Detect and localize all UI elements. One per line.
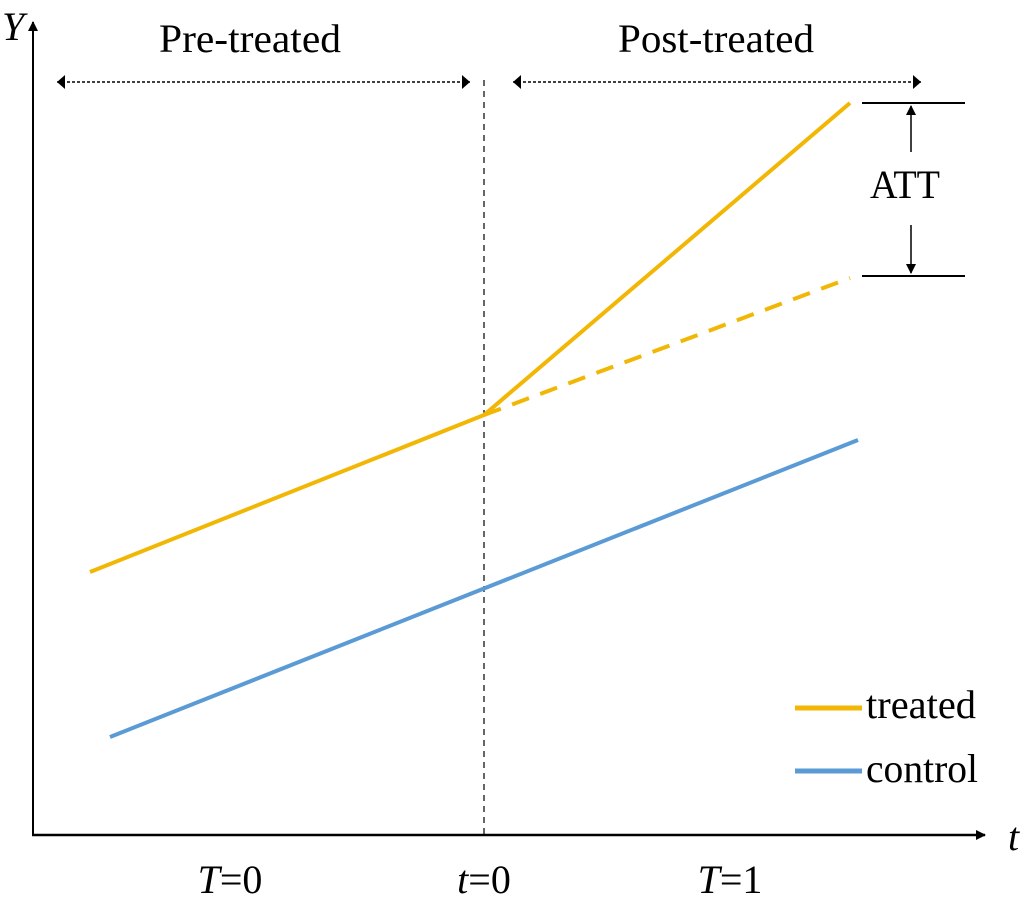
att-label: ATT: [870, 162, 940, 207]
x-axis-label: t: [1008, 814, 1020, 859]
y-axis-label: Y: [2, 4, 28, 49]
legend-treated-label: treated: [866, 682, 976, 727]
tick-treatment-time: t=0: [457, 857, 511, 902]
control-line: [109, 438, 859, 739]
legend: treated control: [795, 682, 978, 791]
tick-post-period: T=1: [698, 857, 763, 902]
treated-line: [89, 101, 852, 574]
pre-period-label: Pre-treated: [159, 16, 341, 61]
treated-counterfactual-line: [483, 276, 851, 417]
tick-pre-period: T=0: [198, 857, 263, 902]
post-period-label: Post-treated: [618, 16, 814, 61]
legend-control-label: control: [866, 746, 978, 791]
